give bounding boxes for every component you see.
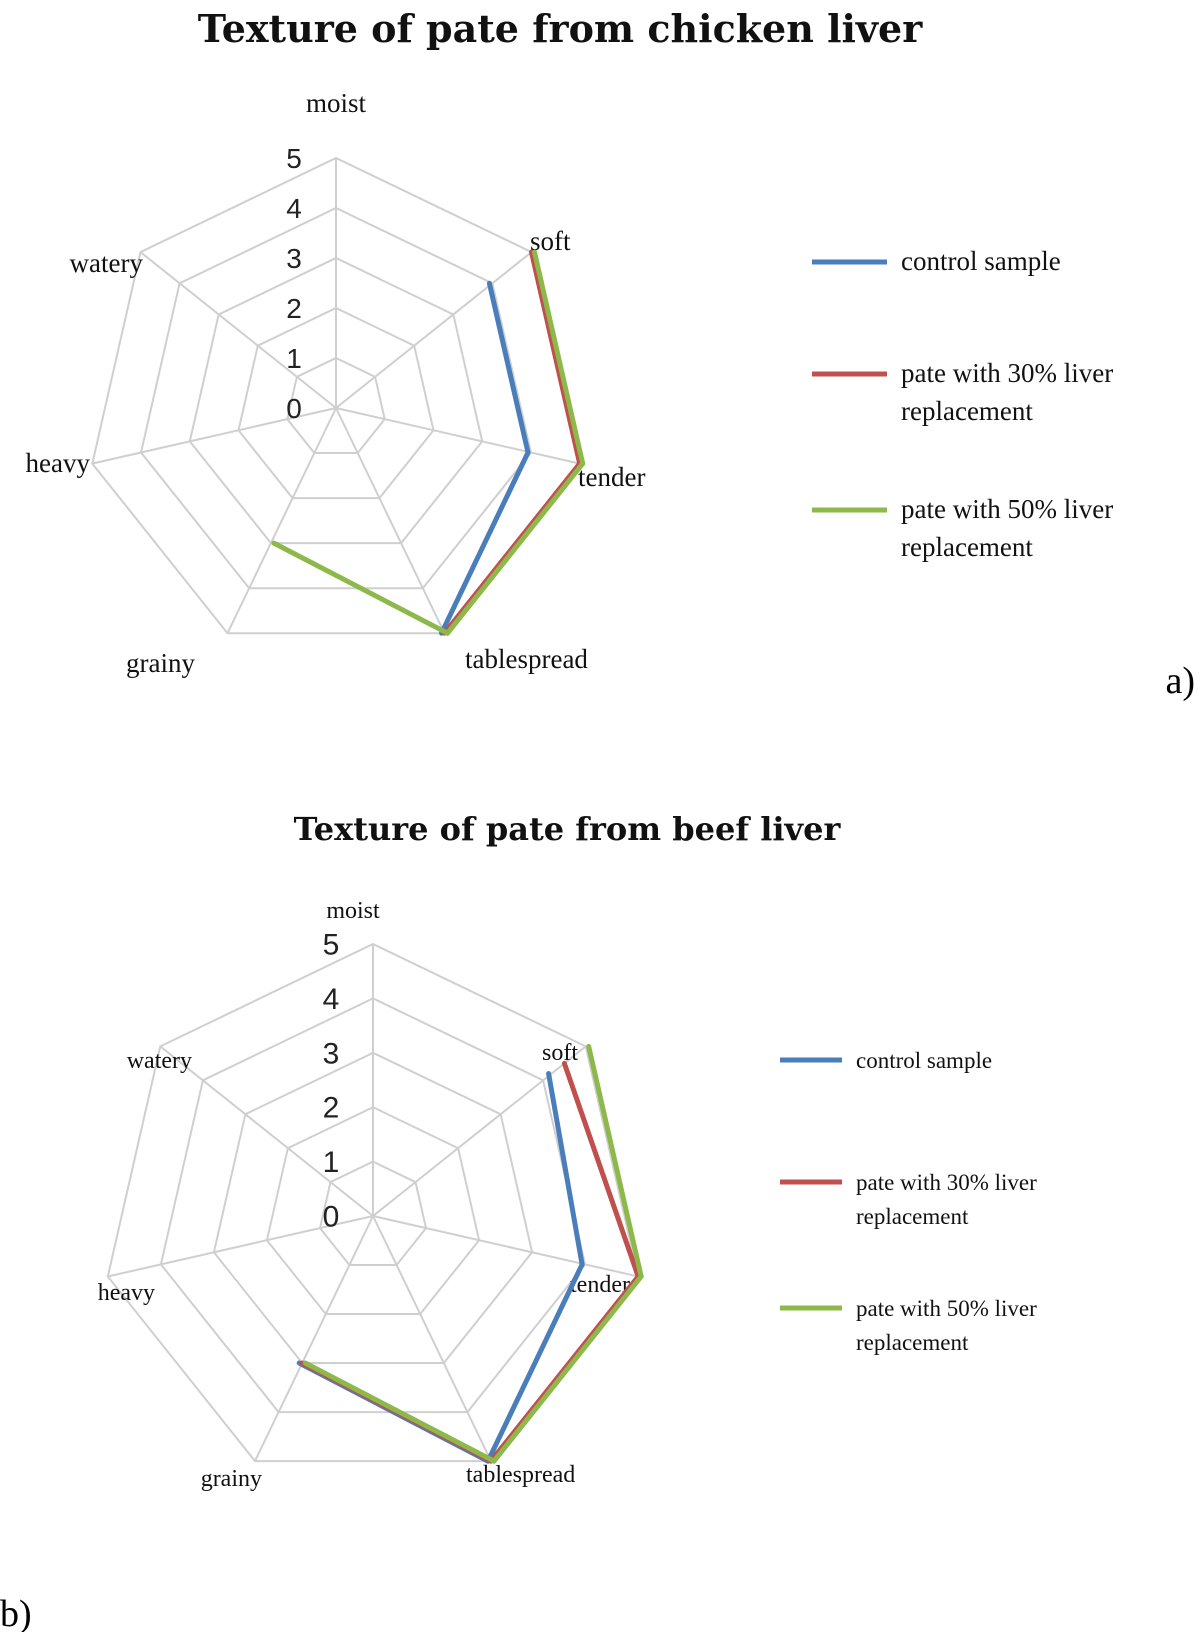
series-segment xyxy=(445,461,586,636)
grid-ring xyxy=(106,942,640,1463)
tick-label: 5 xyxy=(323,929,340,962)
panel-label: a) xyxy=(1165,660,1195,702)
radar-chart-chicken: Texture of pate from chicken liver 0 1 2 3 4 5… xyxy=(26,6,1195,702)
grid-spoke xyxy=(226,407,337,634)
series-segment xyxy=(486,280,531,455)
series-segment xyxy=(532,249,586,467)
series-line xyxy=(302,1043,644,1464)
legend-label: control sample xyxy=(856,1048,992,1073)
series-segment xyxy=(529,249,583,467)
chart-title: Texture of pate from beef liver xyxy=(294,810,842,848)
axis-label-soft: soft xyxy=(542,1040,578,1066)
axis-label-heavy: heavy xyxy=(26,448,91,478)
series-segment xyxy=(485,1261,585,1464)
axis-label-tender: tender xyxy=(578,462,645,492)
grid-ring xyxy=(188,256,484,545)
legend: control sample pate with 30% liver replace… xyxy=(812,246,1113,562)
grid-ring xyxy=(212,1051,534,1364)
tick-label: 0 xyxy=(323,1201,340,1234)
legend-label: pate with 30% liver replacement xyxy=(856,1170,1037,1229)
tick-label: 1 xyxy=(286,343,302,374)
axis-label-heavy: heavy xyxy=(98,1280,155,1306)
grid-ring xyxy=(318,1160,428,1266)
series-line xyxy=(299,1060,641,1464)
grid-ring xyxy=(139,206,533,590)
axis-label-tender: tender xyxy=(570,1272,630,1298)
axis-label-grainy: grainy xyxy=(126,648,195,678)
legend-label: pate with 50% liver replacement xyxy=(901,494,1113,562)
axis-label-watery: watery xyxy=(70,248,144,278)
series-line xyxy=(439,280,531,636)
grid-spoke xyxy=(107,1215,374,1278)
series-segment xyxy=(491,1274,644,1464)
tick-label: 0 xyxy=(286,393,302,424)
grid-ring xyxy=(159,997,587,1414)
series-segment xyxy=(561,1060,641,1279)
tick-label: 3 xyxy=(286,243,302,274)
axis-label-soft: soft xyxy=(530,226,571,256)
radar-chart-beef: Texture of pate from beef liver 0 1 2 3 4 5 moi… xyxy=(0,810,1037,1632)
tick-label: 4 xyxy=(323,983,340,1016)
legend: control sample pate with 30% liver replace… xyxy=(780,1048,1037,1355)
chart-title: Texture of pate from chicken liver xyxy=(198,6,923,51)
legend-label: pate with 50% liver replacement xyxy=(856,1296,1037,1355)
tick-label: 2 xyxy=(286,293,302,324)
grid-ring xyxy=(237,306,435,500)
legend-label: control sample xyxy=(901,246,1061,276)
tick-label: 5 xyxy=(286,143,302,174)
axis-label-watery: watery xyxy=(127,1048,192,1074)
tick-label: 1 xyxy=(323,1146,340,1179)
grid-spoke xyxy=(139,251,337,409)
grid-spoke xyxy=(335,407,580,465)
series-line xyxy=(271,249,586,636)
grid-spoke xyxy=(372,1215,492,1462)
axis-label-moist: moist xyxy=(306,88,367,118)
axis-label-tablespread: tablespread xyxy=(465,644,588,674)
tick-label: 3 xyxy=(323,1037,340,1070)
series-line xyxy=(442,249,583,636)
axis-label-moist: moist xyxy=(326,898,380,924)
grid-spoke xyxy=(159,1045,374,1217)
grid-spoke xyxy=(335,407,446,634)
grid-spoke xyxy=(254,1215,374,1462)
series-segment xyxy=(302,1360,497,1464)
tick-label: 4 xyxy=(286,193,302,224)
panel-label: b) xyxy=(0,1593,32,1632)
grid-ring xyxy=(265,1106,481,1315)
series-segment xyxy=(586,1043,644,1279)
grid-spoke xyxy=(335,251,533,409)
grid-ring xyxy=(286,356,386,454)
grid-spoke xyxy=(92,407,337,465)
tick-label: 2 xyxy=(323,1092,340,1125)
legend-label: pate with 30% liver replacement xyxy=(901,358,1113,426)
radar-grid xyxy=(106,942,640,1463)
grid-spoke xyxy=(372,1215,639,1278)
axis-label-tablespread: tablespread xyxy=(466,1462,575,1488)
axis-label-grainy: grainy xyxy=(201,1466,262,1492)
series-segment xyxy=(546,1071,585,1267)
series-segment xyxy=(439,450,531,636)
series-segment xyxy=(271,540,450,636)
